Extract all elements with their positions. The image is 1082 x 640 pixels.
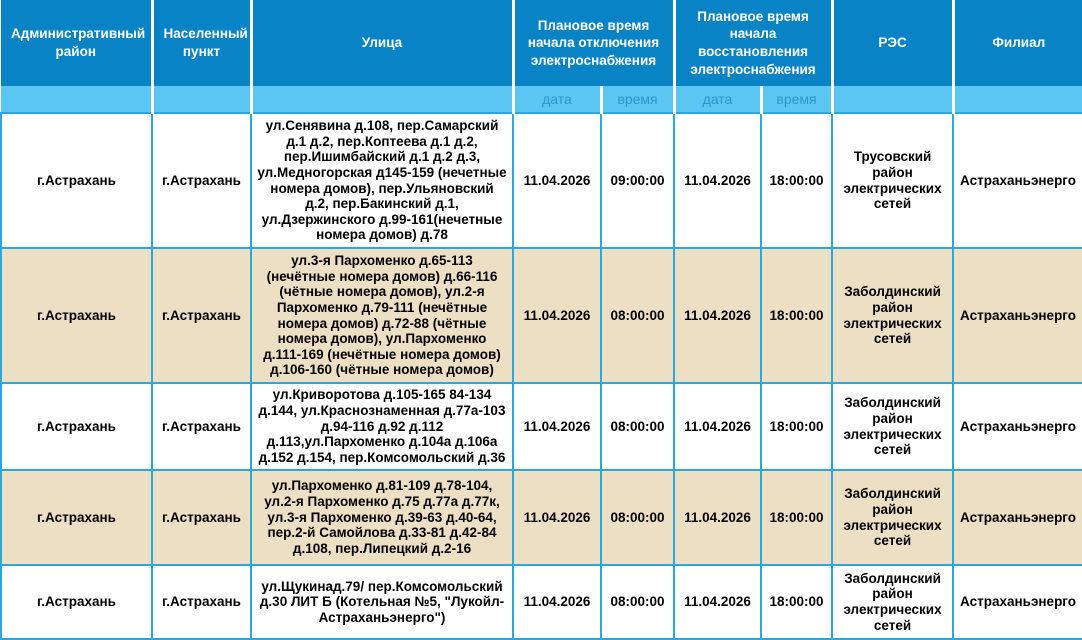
cell-district: г.Астрахань — [0, 564, 153, 640]
table-body: г.Астрахань г.Астрахань ул.Сенявина д.10… — [0, 112, 1082, 640]
cell-restore-time: 18:00:00 — [760, 247, 834, 384]
cell-res: Заболдинский район электрических сетей — [831, 564, 955, 640]
cell-outage-date: 11.04.2026 — [512, 112, 602, 249]
cell-restore-date: 11.04.2026 — [673, 469, 763, 566]
cell-outage-time: 08:00:00 — [599, 469, 676, 566]
cell-branch: Астраханьэнерго — [952, 564, 1082, 640]
cell-district: г.Астрахань — [0, 382, 153, 471]
table-header: Административный район Населенный пункт … — [1, 0, 1082, 114]
cell-settlement: г.Астрахань — [151, 564, 252, 640]
cell-outage-time: 09:00:00 — [599, 112, 676, 249]
cell-res: Заболдинский район электрических сетей — [831, 469, 955, 566]
table-row: г.Астрахань г.Астрахань ул.Щукинад.79/ п… — [0, 564, 1082, 640]
cell-restore-date: 11.04.2026 — [673, 564, 763, 640]
cell-restore-time: 18:00:00 — [760, 564, 834, 640]
cell-street: ул.Щукинад.79/ пер.Комсомольский д.30 ЛИ… — [250, 564, 514, 640]
subheader-on-date: дата — [674, 86, 763, 114]
cell-restore-date: 11.04.2026 — [673, 382, 763, 471]
table-row: г.Астрахань г.Астрахань ул.Сенявина д.10… — [0, 112, 1082, 249]
cell-branch: Астраханьэнерго — [952, 247, 1082, 384]
subheader-empty-settlement — [152, 86, 253, 114]
cell-settlement: г.Астрахань — [151, 247, 252, 384]
header-row: Административный район Населенный пункт … — [1, 0, 1082, 86]
cell-settlement: г.Астрахань — [151, 469, 252, 566]
cell-branch: Астраханьэнерго — [952, 469, 1082, 566]
cell-district: г.Астрахань — [0, 247, 153, 384]
subheader-empty-street — [251, 86, 515, 114]
cell-branch: Астраханьэнерго — [952, 382, 1082, 471]
cell-res: Трусовский район электрических сетей — [831, 112, 955, 249]
col-header-outage-start: Плановое время начала отключения электро… — [513, 0, 676, 86]
subheader-empty-res — [832, 86, 955, 114]
subheader-row: дата время дата время — [1, 86, 1082, 114]
col-header-settlement: Населенный пункт — [152, 0, 253, 86]
col-header-res: РЭС — [832, 0, 955, 86]
cell-outage-time: 08:00:00 — [599, 382, 676, 471]
cell-restore-time: 18:00:00 — [760, 469, 834, 566]
cell-settlement: г.Астрахань — [151, 112, 252, 249]
cell-outage-time: 08:00:00 — [599, 247, 676, 384]
col-header-restore-start: Плановое время начала восстановления эле… — [674, 0, 834, 86]
subheader-off-time: время — [601, 86, 676, 114]
table-row: г.Астрахань г.Астрахань ул.3-я Пархоменк… — [0, 247, 1082, 384]
table-row: г.Астрахань г.Астрахань ул.Криворотова д… — [0, 382, 1082, 471]
cell-district: г.Астрахань — [0, 469, 153, 566]
table-row: г.Астрахань г.Астрахань ул.Пархоменко д.… — [0, 469, 1082, 566]
cell-street: ул.Сенявина д.108, пер.Самарский д.1 д.2… — [250, 112, 514, 249]
col-header-district: Административный район — [1, 0, 154, 86]
cell-restore-time: 18:00:00 — [760, 382, 834, 471]
cell-outage-date: 11.04.2026 — [512, 469, 602, 566]
cell-outage-date: 11.04.2026 — [512, 382, 602, 471]
cell-restore-date: 11.04.2026 — [673, 247, 763, 384]
cell-street: ул.Криворотова д.105-165 84-134 д.144, у… — [250, 382, 514, 471]
cell-street: ул.3-я Пархоменко д.65-113 (нечётные ном… — [250, 247, 514, 384]
cell-outage-date: 11.04.2026 — [512, 247, 602, 384]
cell-res: Заболдинский район электрических сетей — [831, 382, 955, 471]
cell-res: Заболдинский район электрических сетей — [831, 247, 955, 384]
col-header-branch: Филиал — [953, 0, 1082, 86]
cell-outage-time: 08:00:00 — [599, 564, 676, 640]
cell-outage-date: 11.04.2026 — [512, 564, 602, 640]
col-header-street: Улица — [251, 0, 515, 86]
subheader-empty-branch — [953, 86, 1082, 114]
subheader-off-date: дата — [513, 86, 603, 114]
cell-district: г.Астрахань — [0, 112, 153, 249]
cell-settlement: г.Астрахань — [151, 382, 252, 471]
subheader-on-time: время — [761, 86, 834, 114]
subheader-empty-district — [1, 86, 154, 114]
cell-restore-date: 11.04.2026 — [673, 112, 763, 249]
cell-street: ул.Пархоменко д.81-109 д.78-104, ул.2-я … — [250, 469, 514, 566]
cell-branch: Астраханьэнерго — [952, 112, 1082, 249]
cell-restore-time: 18:00:00 — [760, 112, 834, 249]
